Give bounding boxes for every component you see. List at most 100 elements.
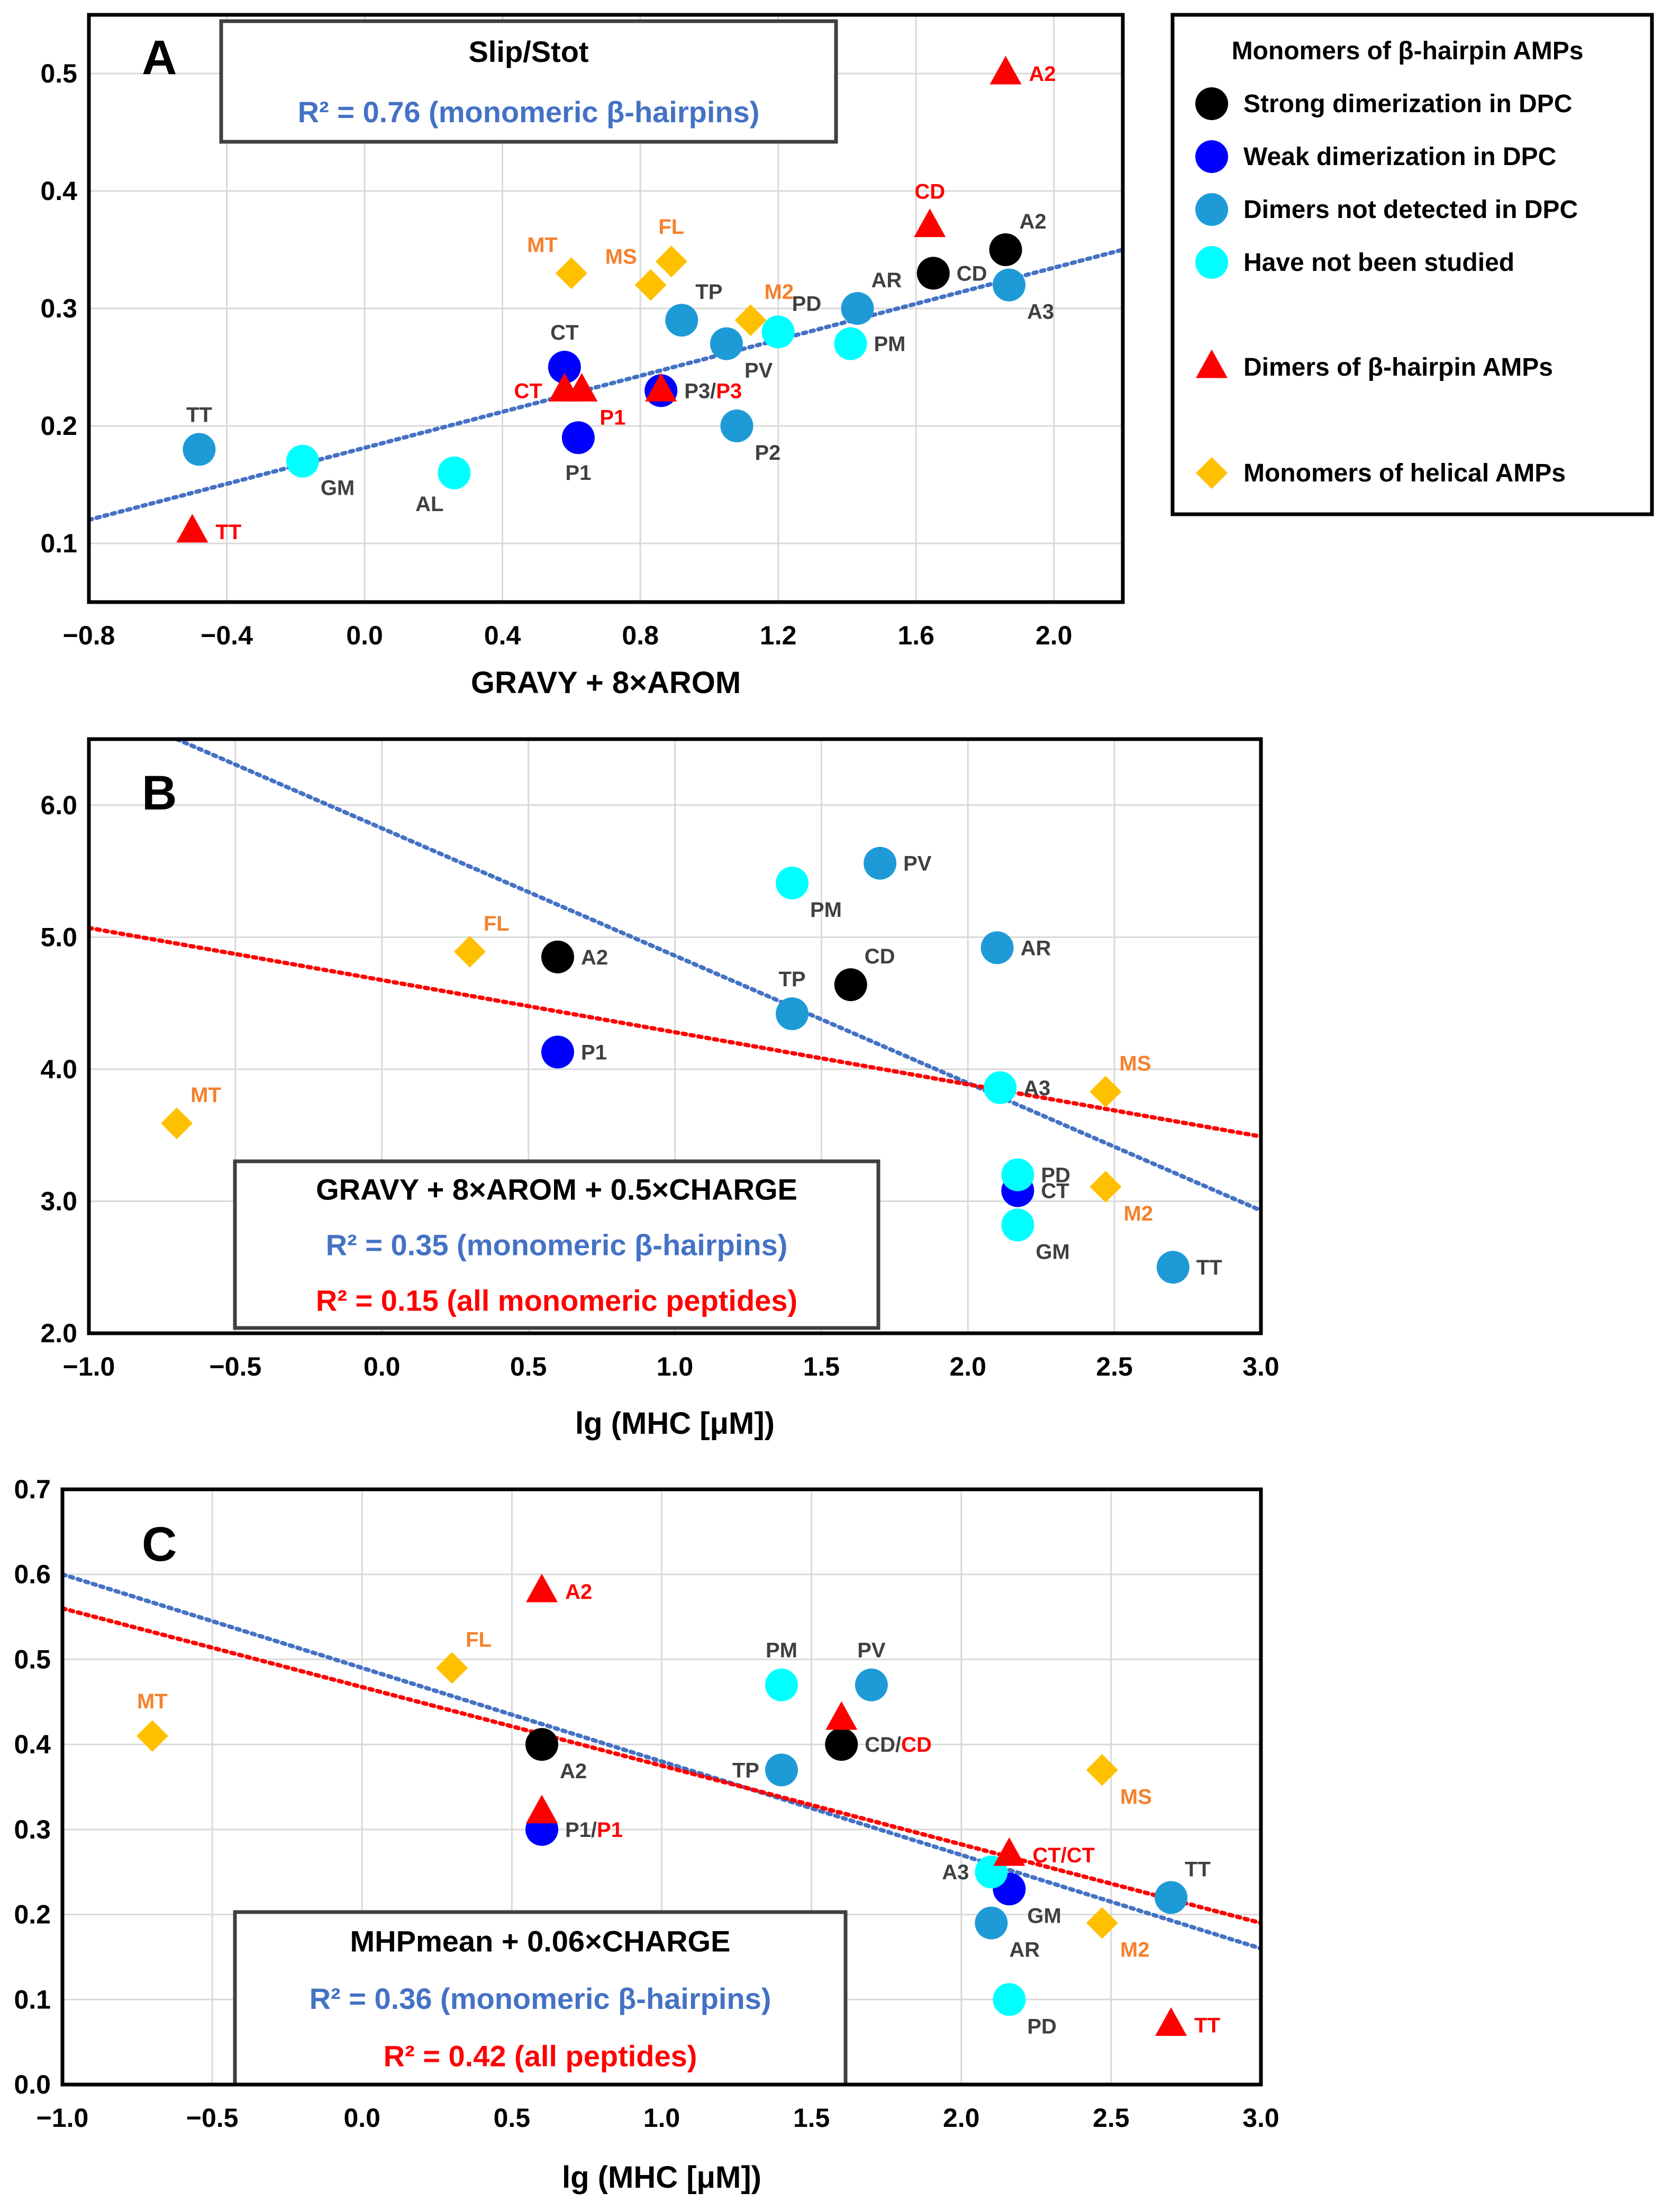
point-ar: [980, 931, 1014, 965]
y-tick-label: 6.0: [40, 790, 77, 820]
x-tick-label: 1.6: [897, 621, 934, 650]
point-label-text: CT: [1041, 1179, 1069, 1203]
trendline-blue: [89, 248, 1123, 522]
point-label-text: MT: [190, 1084, 221, 1107]
x-tick-label: −0.5: [186, 2103, 239, 2133]
point-label: CT/CT: [1032, 1844, 1095, 1867]
x-tick-label: 2.0: [949, 1352, 986, 1381]
point-mt: [161, 1107, 193, 1140]
point-label: A3: [1023, 1077, 1050, 1100]
point-label: TP: [732, 1759, 759, 1782]
plot-frame: [60, 1487, 1263, 2087]
point-label-text: GM: [321, 477, 355, 500]
point-label-text: P1/: [565, 1818, 597, 1842]
point-label: PM: [810, 898, 842, 922]
point-cd: [825, 1728, 858, 1761]
x-tick-label: 2.0: [943, 2103, 980, 2133]
point-label: PD: [792, 292, 822, 315]
point-gm: [1001, 1208, 1034, 1242]
point-label: P1: [600, 406, 625, 429]
y-tick-label: 0.2: [40, 411, 77, 441]
x-tick-label: 0.0: [346, 621, 383, 650]
y-tick-label: 4.0: [40, 1054, 77, 1084]
plot-frame: [87, 737, 1263, 1335]
point-label-text: M2: [765, 280, 794, 304]
point-label-text: A3: [1023, 1077, 1050, 1100]
point-label-text: TP: [695, 280, 722, 304]
point-label: CD: [914, 180, 945, 204]
x-tick-label: 0.4: [484, 621, 521, 650]
point-label-text: PD: [1027, 2015, 1057, 2038]
point-gm: [286, 444, 319, 478]
point-a3: [993, 268, 1026, 302]
legend-label-strong: Strong dimerization in DPC: [1243, 90, 1572, 118]
x-tick-label: 1.5: [793, 2103, 830, 2133]
point-p1: [566, 372, 598, 402]
point-label: M2: [765, 280, 794, 304]
annotation-box: [233, 1910, 848, 2087]
point-marker: [526, 1795, 558, 1824]
point-label-text: P1: [581, 1041, 607, 1064]
point-labels: A2 CD P1 CT TP PV AR TT PM A3 PD GM MT FL MS M2: [190, 852, 1222, 1280]
point-label: CD/CD: [865, 1733, 932, 1757]
point-m2: [734, 304, 767, 336]
trendline-blue: [62, 1572, 1261, 1951]
point-a2: [989, 233, 1022, 266]
annotation-title: MHPmean + 0.06×CHARGE: [350, 1924, 731, 1958]
point-label: GM: [1036, 1240, 1069, 1263]
point-p2: [720, 410, 753, 442]
point-label: PV: [857, 1639, 886, 1662]
y-tick-label: 0.6: [14, 1560, 51, 1589]
point-label-text: A3: [942, 1861, 969, 1884]
point-label-text: TT: [215, 521, 241, 544]
panel-a: −0.8 −0.4 0.0 0.4 0.8 1.2 1.6 2.0 0.1 0.2 0.3 0.4 0.…: [40, 13, 1125, 700]
point-ar: [841, 292, 874, 325]
y-tick-label: 3.0: [40, 1186, 77, 1216]
point-mt: [555, 257, 587, 289]
point-label-text: CD/: [865, 1733, 901, 1757]
point-pd: [761, 315, 795, 349]
point-label-text: TP: [732, 1759, 759, 1782]
point-pm: [776, 867, 809, 900]
point-label-text: AL: [415, 493, 443, 516]
point-label: CD: [865, 945, 895, 968]
point-a2: [526, 1573, 558, 1603]
point-label: P2: [755, 441, 781, 465]
x-tick-label: −1.0: [63, 1352, 115, 1381]
point-tt: [183, 433, 216, 466]
x-tick-label: 0.5: [494, 2103, 531, 2133]
point-label-dimer: CT: [1067, 1844, 1095, 1867]
point-a2: [525, 1728, 558, 1761]
point-label-dimer: P3: [716, 379, 742, 403]
point-p1: [561, 421, 595, 454]
point-label: MS: [1120, 1052, 1151, 1075]
point-label: TT: [215, 521, 241, 544]
point-label-text: TP: [778, 968, 805, 991]
point-label: GM: [321, 477, 355, 500]
point-label: CD: [957, 262, 987, 285]
point-label: A2: [1020, 210, 1047, 233]
point-label-text: A2: [560, 1760, 587, 1783]
point-label-text: TT: [1185, 1858, 1211, 1881]
point-pv: [710, 327, 743, 360]
data-points: [176, 56, 1026, 543]
legend-box: [1170, 13, 1654, 516]
point-cd: [914, 208, 946, 238]
point-label: FL: [466, 1628, 492, 1652]
point-label-text: MT: [527, 233, 558, 257]
point-label-text: A2: [1020, 210, 1047, 233]
legend: Monomers of β-hairpin AMPs Strong dimeriz…: [1170, 13, 1654, 516]
trendline-red: [62, 1606, 1261, 1925]
panel-letter: A: [142, 31, 177, 85]
point-label: A2: [565, 1580, 592, 1604]
point-label: AR: [1021, 936, 1051, 960]
point-pv: [855, 1668, 888, 1702]
point-label: PM: [766, 1639, 797, 1662]
point-pd: [993, 1983, 1026, 2016]
point-label-text: MS: [1120, 1052, 1151, 1075]
annotation-r2-blue: R² = 0.76 (monomeric β-hairpins): [298, 95, 760, 129]
point-label-text: FL: [484, 912, 510, 935]
y-tick-label: 0.2: [14, 1900, 51, 1930]
point-label-text: PM: [810, 898, 842, 922]
point-label: A3: [942, 1861, 969, 1884]
